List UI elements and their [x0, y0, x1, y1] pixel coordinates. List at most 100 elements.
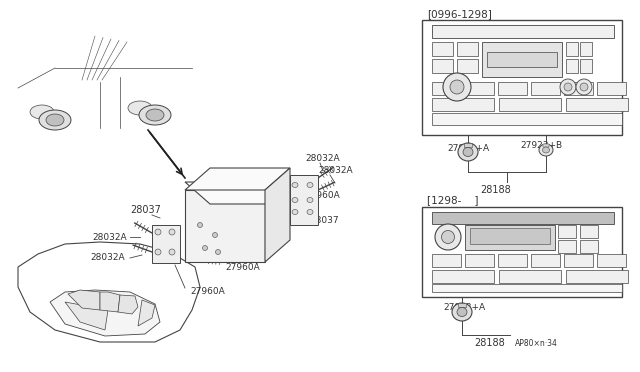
- Ellipse shape: [212, 232, 218, 237]
- Text: 27923+B: 27923+B: [520, 141, 562, 150]
- Text: 28032A: 28032A: [318, 166, 353, 174]
- Polygon shape: [138, 300, 155, 326]
- Bar: [465, 254, 494, 267]
- Ellipse shape: [292, 183, 298, 187]
- Polygon shape: [68, 290, 100, 310]
- Bar: [458, 303, 466, 307]
- Bar: [185, 190, 265, 262]
- Text: 27960A: 27960A: [225, 263, 260, 273]
- Bar: [566, 270, 628, 283]
- Ellipse shape: [292, 198, 298, 202]
- Bar: [499, 98, 561, 111]
- Text: 28188: 28188: [480, 185, 511, 195]
- Ellipse shape: [198, 222, 202, 228]
- Polygon shape: [185, 168, 290, 190]
- Bar: [566, 59, 578, 73]
- Text: [1298-    ]: [1298- ]: [427, 195, 479, 205]
- Bar: [432, 82, 461, 95]
- Polygon shape: [265, 168, 290, 262]
- Ellipse shape: [46, 114, 64, 126]
- Bar: [580, 240, 598, 253]
- Ellipse shape: [307, 209, 313, 215]
- Ellipse shape: [307, 198, 313, 202]
- Ellipse shape: [169, 229, 175, 235]
- Text: [0996-1298]: [0996-1298]: [427, 9, 492, 19]
- Ellipse shape: [216, 250, 221, 254]
- Text: 28032A: 28032A: [92, 232, 127, 241]
- Ellipse shape: [435, 224, 461, 250]
- Polygon shape: [18, 242, 200, 342]
- Bar: [558, 225, 576, 238]
- Ellipse shape: [443, 73, 471, 101]
- Text: 28188: 28188: [474, 338, 505, 348]
- Bar: [464, 143, 472, 147]
- Ellipse shape: [202, 246, 207, 250]
- Ellipse shape: [30, 105, 54, 119]
- Ellipse shape: [457, 308, 467, 317]
- Bar: [566, 98, 628, 111]
- Bar: [432, 98, 494, 111]
- Bar: [558, 240, 576, 253]
- Ellipse shape: [292, 209, 298, 215]
- Bar: [432, 254, 461, 267]
- Bar: [580, 42, 592, 56]
- Ellipse shape: [169, 249, 175, 255]
- Ellipse shape: [146, 109, 164, 121]
- Polygon shape: [65, 302, 108, 330]
- Bar: [498, 82, 527, 95]
- Bar: [465, 225, 555, 250]
- Bar: [470, 228, 550, 244]
- Ellipse shape: [543, 147, 550, 153]
- Ellipse shape: [442, 231, 454, 244]
- Ellipse shape: [155, 249, 161, 255]
- Ellipse shape: [452, 303, 472, 321]
- Bar: [422, 207, 622, 297]
- Polygon shape: [185, 182, 290, 204]
- Bar: [597, 82, 626, 95]
- Text: 28032A: 28032A: [90, 253, 125, 263]
- Polygon shape: [118, 295, 138, 314]
- Bar: [564, 254, 593, 267]
- Bar: [580, 59, 592, 73]
- Bar: [432, 25, 614, 38]
- Ellipse shape: [450, 80, 464, 94]
- Text: 27960A: 27960A: [190, 288, 225, 296]
- Bar: [432, 113, 622, 125]
- Ellipse shape: [560, 79, 576, 95]
- Ellipse shape: [155, 229, 161, 235]
- Bar: [457, 59, 478, 73]
- Bar: [531, 254, 560, 267]
- Bar: [422, 20, 622, 135]
- Bar: [432, 42, 453, 56]
- Polygon shape: [100, 292, 120, 312]
- Bar: [457, 42, 478, 56]
- Text: 28188: 28188: [240, 180, 271, 190]
- Bar: [487, 52, 557, 67]
- Bar: [498, 254, 527, 267]
- Ellipse shape: [576, 79, 592, 95]
- Text: 28032A: 28032A: [305, 154, 340, 163]
- Polygon shape: [50, 290, 160, 336]
- Bar: [597, 254, 626, 267]
- Text: AP80×n·34: AP80×n·34: [515, 339, 558, 347]
- Text: 27923+A: 27923+A: [443, 302, 485, 311]
- Ellipse shape: [564, 83, 572, 91]
- Ellipse shape: [307, 183, 313, 187]
- Ellipse shape: [139, 105, 171, 125]
- Bar: [432, 270, 494, 283]
- Ellipse shape: [458, 143, 478, 161]
- Ellipse shape: [580, 83, 588, 91]
- Bar: [566, 42, 578, 56]
- Bar: [482, 42, 562, 77]
- Bar: [465, 82, 494, 95]
- Text: 27960A: 27960A: [305, 190, 340, 199]
- Ellipse shape: [539, 144, 553, 156]
- Bar: [580, 225, 598, 238]
- Text: 28037: 28037: [130, 205, 161, 215]
- Bar: [432, 212, 614, 224]
- Bar: [564, 82, 593, 95]
- Bar: [432, 284, 622, 292]
- Bar: [432, 59, 453, 73]
- Bar: [290, 175, 318, 225]
- Ellipse shape: [128, 101, 152, 115]
